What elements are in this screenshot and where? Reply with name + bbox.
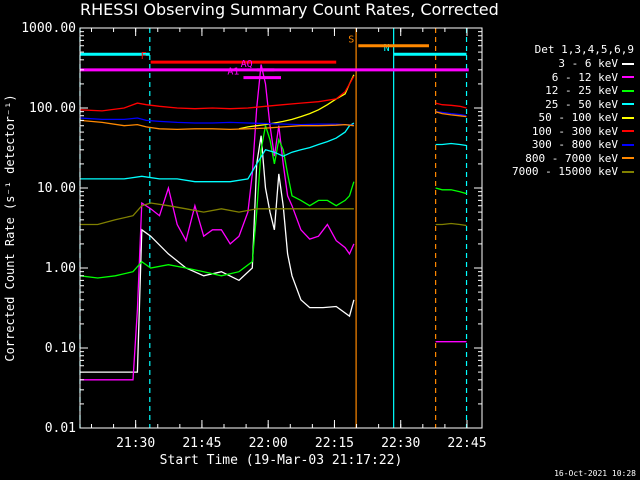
series-line-0 (80, 135, 355, 373)
plot-frame (79, 27, 483, 429)
legend-entry: 6 - 12 keV (488, 71, 634, 85)
x-tick-label: 22:45 (447, 436, 486, 451)
y-tick-label: 10.00 (37, 181, 76, 196)
legend-title: Det 1,3,4,5,6,9 (534, 43, 634, 56)
flag-label: N (384, 43, 390, 54)
legend-entry: 25 - 50 keV (488, 98, 634, 112)
series-line-2 (435, 187, 467, 195)
series-line-1 (80, 64, 355, 381)
x-tick-label: 22:15 (315, 436, 354, 451)
legend-label: 3 - 6 keV (558, 57, 618, 71)
y-tick-label: 1000.00 (21, 21, 76, 36)
legend-label: 6 - 12 keV (551, 70, 618, 84)
chart-title: RHESSI Observing Summary Count Rates, Co… (80, 0, 499, 19)
legend-entry: 300 - 800 keV (488, 138, 634, 152)
legend-label: 800 - 7000 keV (525, 151, 618, 165)
legend-swatch (622, 116, 634, 119)
y-tick-label: 100.00 (29, 101, 76, 116)
legend-entry: 100 - 300 keV (488, 125, 634, 139)
flag-label: AQ (241, 59, 253, 70)
legend-swatch (622, 62, 634, 65)
series-line-8 (435, 222, 467, 227)
legend-entry: 12 - 25 keV (488, 84, 634, 98)
flag-label: A1 (227, 67, 239, 78)
y-tick-label: 1.00 (45, 261, 76, 276)
legend-swatch (622, 76, 634, 79)
legend-label: 25 - 50 keV (545, 97, 618, 111)
x-tick-label: 22:00 (249, 436, 288, 451)
legend-swatch (622, 170, 634, 173)
series-line-2 (79, 125, 355, 279)
flag-label: F (141, 51, 147, 62)
series-line-4 (238, 74, 355, 130)
legend-entry: 800 - 7000 keV (488, 152, 634, 166)
series-line-6 (79, 117, 354, 126)
y-axis-label: Corrected Count Rate (s⁻¹ detector⁻¹) (3, 94, 17, 361)
y-tick-label: 0.01 (45, 421, 76, 436)
series-line-3 (80, 122, 355, 183)
legend-label: 50 - 100 keV (538, 111, 618, 125)
x-tick-label: 21:30 (116, 436, 155, 451)
series-line-6 (435, 111, 467, 117)
legend-label: 7000 - 15000 keV (512, 165, 618, 179)
series-line-8 (80, 202, 354, 226)
x-tick-label: 22:30 (381, 436, 420, 451)
legend-swatch (622, 130, 634, 133)
series-line-5 (435, 102, 467, 109)
legend-entry: 3 - 6 keV (488, 57, 634, 71)
legend-swatch (622, 89, 634, 92)
y-tick-label: 0.10 (45, 341, 76, 356)
series-line-3 (435, 142, 467, 147)
flag-label: S (348, 35, 354, 46)
series-line-7 (79, 119, 354, 131)
legend: Det 1,3,4,5,6,9 3 - 6 keV 6 - 12 keV 12 - … (488, 42, 634, 179)
legend-swatch (622, 157, 634, 160)
series-line-7 (435, 111, 467, 118)
legend-label: 100 - 300 keV (531, 124, 618, 138)
legend-entry: 7000 - 15000 keV (488, 165, 634, 179)
legend-label: 300 - 800 keV (531, 138, 618, 152)
legend-swatch (622, 143, 634, 146)
legend-swatch (622, 103, 634, 106)
x-tick-label: 21:45 (182, 436, 221, 451)
generated-date: 16-Oct-2021 10:28 (554, 469, 636, 478)
x-axis-label: Start Time (19-Mar-03 21:17:22) (160, 453, 403, 468)
legend-label: 12 - 25 keV (545, 84, 618, 98)
series-line-5 (79, 75, 355, 112)
legend-entry: 50 - 100 keV (488, 111, 634, 125)
